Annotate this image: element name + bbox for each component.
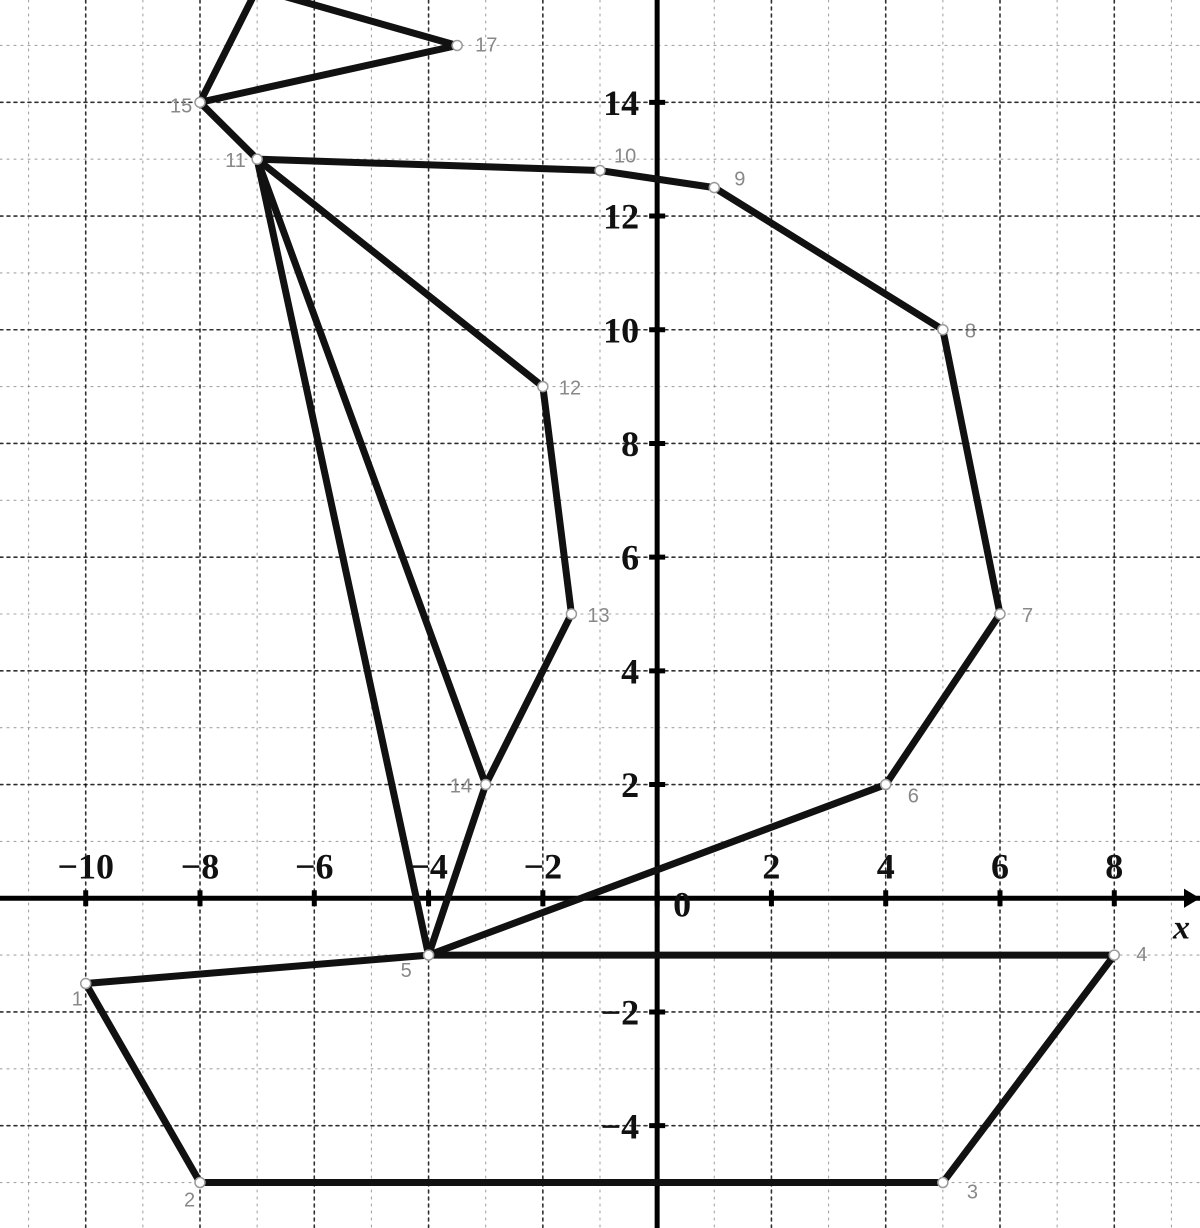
x-tick-label: 2	[762, 846, 780, 886]
y-tick-label: −4	[601, 1106, 640, 1146]
vertex-label-3: 3	[967, 1182, 978, 1204]
x-tick-label: 8	[1105, 846, 1123, 886]
x-axis-label: x	[1172, 909, 1190, 946]
vertex-9	[709, 183, 719, 193]
vertex-label-17: 17	[475, 34, 497, 56]
x-tick-label: −10	[57, 846, 114, 886]
vertex-10	[595, 166, 605, 176]
vertex-2	[195, 1178, 205, 1188]
vertex-8	[938, 325, 948, 335]
vertex-12	[538, 382, 548, 392]
y-tick-label: 14	[603, 83, 639, 123]
vertex-17	[452, 40, 462, 50]
vertex-label-1: 1	[72, 989, 83, 1011]
vertex-label-4: 4	[1136, 944, 1147, 966]
vertex-14	[481, 780, 491, 790]
x-tick-label: −2	[524, 846, 563, 886]
vertex-5	[424, 950, 434, 960]
vertex-label-12: 12	[559, 378, 581, 400]
x-tick-label: 4	[877, 846, 895, 886]
vertex-label-13: 13	[587, 605, 609, 627]
vertex-11	[252, 154, 262, 164]
vertex-label-6: 6	[908, 786, 919, 808]
vertex-label-9: 9	[734, 169, 745, 191]
vertex-label-14: 14	[450, 776, 472, 798]
vertex-label-7: 7	[1022, 605, 1033, 627]
x-tick-label: −6	[295, 846, 334, 886]
x-tick-label: −8	[181, 846, 220, 886]
y-tick-label: 2	[621, 765, 639, 805]
y-tick-label: 8	[621, 424, 639, 464]
vertex-label-11: 11	[225, 150, 246, 172]
vertex-3	[938, 1178, 948, 1188]
x-tick-label-0: 0	[673, 884, 691, 924]
vertex-label-5: 5	[401, 960, 412, 982]
y-tick-label: 6	[621, 538, 639, 578]
vertex-label-2: 2	[184, 1190, 195, 1212]
y-tick-label: 10	[603, 310, 639, 350]
y-tick-label: 4	[621, 651, 639, 691]
vertex-4	[1109, 950, 1119, 960]
y-tick-label: 12	[603, 197, 639, 237]
vertex-label-10: 10	[614, 146, 636, 168]
vertex-label-8: 8	[965, 321, 976, 343]
vertex-6	[881, 780, 891, 790]
vertex-7	[995, 609, 1005, 619]
x-tick-label: 6	[991, 846, 1009, 886]
coordinate-chart: −10−8−6−4−202468−4−22468101214x123456789…	[0, 0, 1200, 1228]
vertex-13	[566, 609, 576, 619]
vertex-15	[195, 97, 205, 107]
vertex-label-15: 15	[170, 95, 192, 117]
chart-svg: −10−8−6−4−202468−4−22468101214x123456789…	[0, 0, 1200, 1228]
vertex-1	[81, 979, 91, 989]
y-tick-label: −2	[601, 993, 640, 1033]
